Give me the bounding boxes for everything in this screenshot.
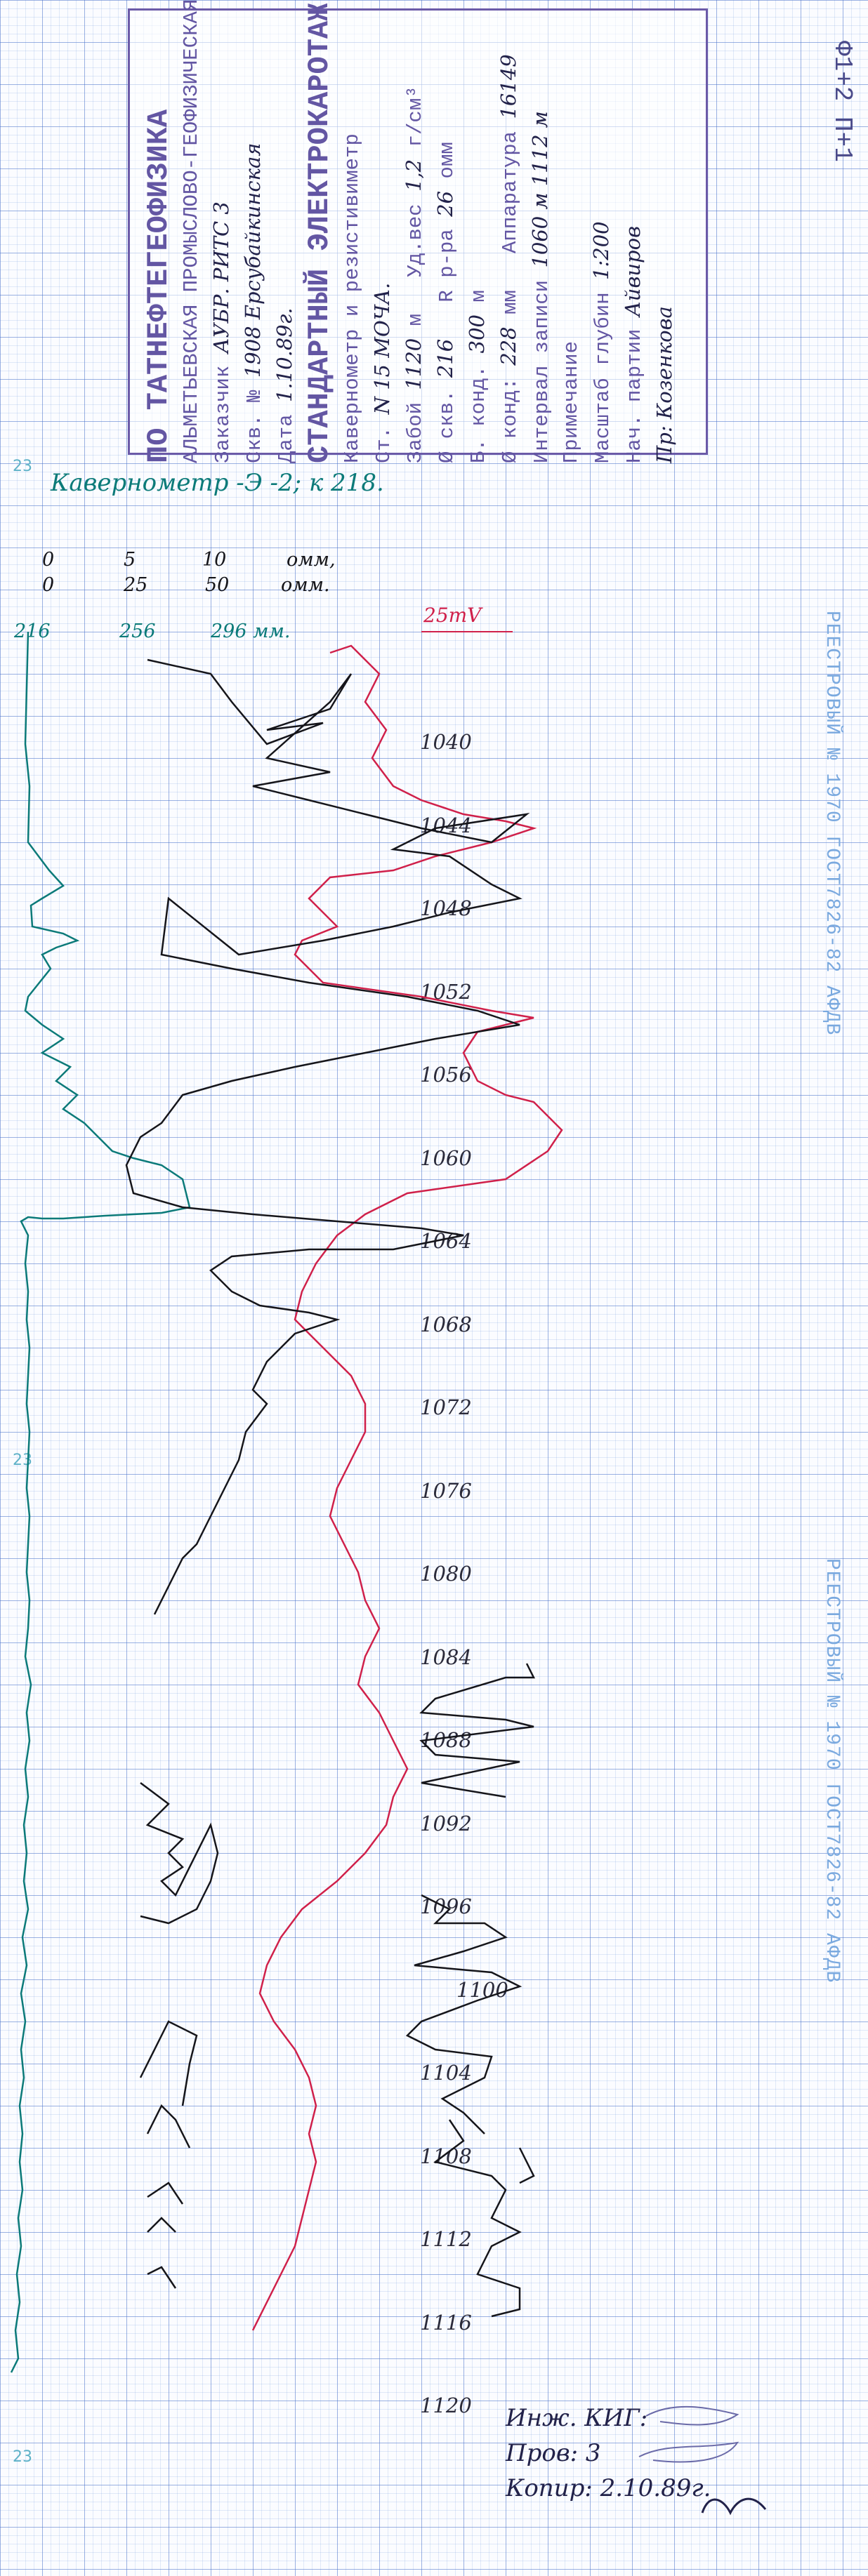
margin-mark: 23 — [13, 2448, 32, 2466]
scale1-mid: 5 — [124, 549, 136, 571]
resistivity-curve-lower-a — [419, 1663, 536, 1798]
sp-scale-label: 25mV — [423, 604, 482, 627]
caliper-scale-max: 296 мм. — [211, 620, 291, 642]
depth-label: 1076 — [420, 1478, 472, 1503]
resistivity-curve-lower-e — [433, 2119, 522, 2318]
depth-label: 1104 — [420, 2061, 472, 2085]
depth-label: 1092 — [420, 1811, 472, 1835]
depth-label: 1056 — [420, 1063, 472, 1087]
depth-label: 1112 — [420, 2227, 472, 2251]
caliper-title: Кавернометр -Э -2; к 218. — [51, 469, 384, 497]
depth-label: 1072 — [420, 1395, 472, 1419]
depth-label: 1116 — [420, 2310, 472, 2335]
resistivity-curve-lower-f — [518, 2147, 535, 2184]
signature-copied: Копир: 2.10.89г. — [506, 2474, 711, 2502]
signature-engineer: Инж. КИГ: — [506, 2404, 648, 2432]
depth-label: 1080 — [420, 1562, 472, 1586]
signature-scribble-2 — [638, 2441, 739, 2463]
signature-checked: Пров: 3 — [506, 2439, 601, 2467]
caliper-scale-mid: 256 — [119, 620, 156, 642]
scale1-min: 0 — [42, 549, 55, 571]
caliper-scale-min: 216 — [14, 620, 51, 642]
signature-scribble-3 — [701, 2497, 767, 2516]
margin-mark: 23 — [13, 458, 32, 475]
scale2-unit: омм. — [281, 574, 330, 596]
scale2-max: 50 — [205, 574, 230, 596]
resistivity-curve-lower-b — [140, 1782, 219, 1925]
depth-label: 1068 — [420, 1312, 472, 1336]
depth-label: 1060 — [420, 1146, 472, 1170]
scale1-max: 10 — [202, 549, 227, 571]
resistivity-curve-lower-g — [146, 2104, 191, 2289]
resistivity-curve-upper — [125, 658, 530, 1615]
scale1-unit: омм, — [287, 549, 336, 571]
caliper-curve — [10, 631, 191, 2373]
depth-label: 1048 — [420, 896, 472, 920]
depth-label: 1120 — [420, 2394, 472, 2417]
resistivity-curve-lower-c — [405, 1894, 522, 2135]
depth-label: 1084 — [420, 1645, 472, 1669]
scale2-mid: 25 — [124, 574, 148, 596]
resistivity-curve-lower-d — [139, 2020, 198, 2106]
scale2-min: 0 — [42, 574, 55, 596]
header-stamp — [128, 8, 708, 455]
signature-scribble-1 — [645, 2405, 739, 2426]
depth-label: 1040 — [420, 730, 472, 754]
depth-label: 1100 — [456, 1977, 508, 2002]
depth-label: 1052 — [420, 979, 472, 1004]
sp-curve — [251, 644, 563, 2331]
